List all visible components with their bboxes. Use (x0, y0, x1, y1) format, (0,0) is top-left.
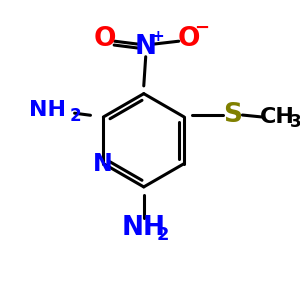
Text: O: O (177, 26, 200, 52)
Text: NH: NH (122, 215, 166, 241)
Text: +: + (151, 29, 164, 44)
Text: 2: 2 (69, 107, 81, 125)
Text: −: − (194, 19, 210, 37)
Text: 2: 2 (157, 226, 169, 244)
Text: N: N (135, 34, 157, 60)
Text: O: O (94, 26, 116, 52)
Text: CH: CH (260, 107, 295, 127)
Text: NH: NH (29, 100, 67, 120)
Text: N: N (92, 152, 112, 176)
Text: 3: 3 (290, 113, 300, 131)
Text: S: S (223, 102, 242, 128)
